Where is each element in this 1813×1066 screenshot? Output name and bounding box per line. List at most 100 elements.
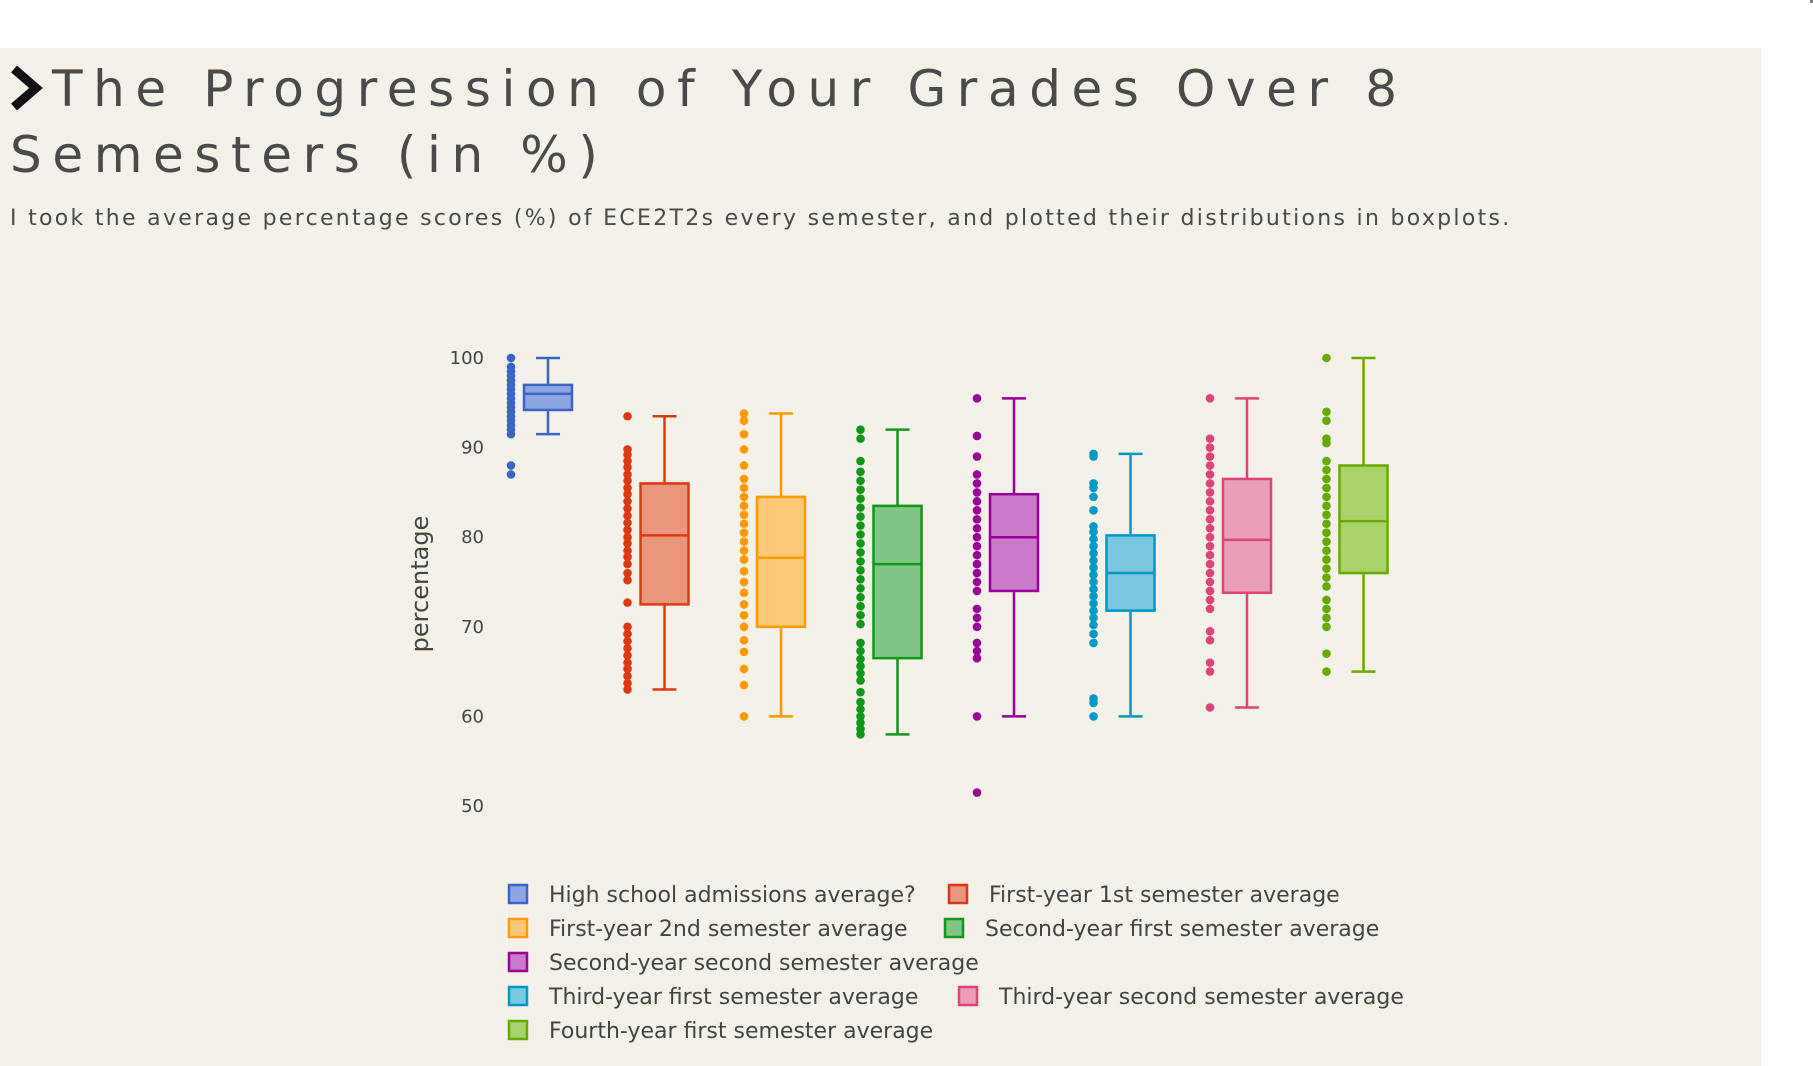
outlier-point xyxy=(739,483,749,493)
legend-item-5[interactable]: Second-year second semester average xyxy=(507,951,979,976)
outlier-point xyxy=(972,586,982,596)
outlier-point xyxy=(1089,449,1098,459)
box-series-7[interactable] xyxy=(1205,394,1273,712)
iqr-box[interactable] xyxy=(1338,464,1389,575)
outlier-point xyxy=(972,532,982,542)
outlier-point xyxy=(623,664,632,674)
outlier-point xyxy=(1322,604,1331,614)
legend-item-3[interactable]: First-year 2nd semester average xyxy=(507,917,908,942)
legend-item-8[interactable]: Fourth-year first semester average xyxy=(507,1019,933,1044)
outlier-point xyxy=(623,651,632,660)
legend-item-2[interactable]: First-year 1st semester average xyxy=(947,883,1340,908)
legend-label: Second-year second semester average xyxy=(549,951,979,976)
outlier-point xyxy=(1089,479,1098,488)
outlier-point xyxy=(1322,582,1331,591)
legend-item-1[interactable]: High school admissions average? xyxy=(507,883,916,908)
outlier-point xyxy=(739,647,749,657)
y-axis-title: percentage xyxy=(406,516,434,653)
outlier-point xyxy=(739,528,749,538)
iqr-box[interactable] xyxy=(639,482,690,606)
box-series-6[interactable] xyxy=(1089,449,1156,721)
outlier-point xyxy=(623,504,632,513)
box-series-4[interactable] xyxy=(856,425,923,739)
outlier-point xyxy=(623,411,632,421)
outlier-point xyxy=(1089,522,1098,531)
legend-swatch xyxy=(507,1019,529,1041)
box-series-2[interactable] xyxy=(623,411,690,694)
outlier-point xyxy=(623,539,632,548)
outlier-point xyxy=(856,669,865,678)
legend-item-4[interactable]: Second-year first semester average xyxy=(943,917,1379,942)
corner-mark xyxy=(1810,0,1813,3)
outlier-point xyxy=(1322,483,1331,493)
outlier-point xyxy=(739,577,749,587)
outlier-point xyxy=(739,445,749,454)
outlier-point xyxy=(972,506,982,515)
y-tick-label: 90 xyxy=(461,438,484,459)
outlier-point xyxy=(1205,568,1215,578)
outlier-point xyxy=(739,610,749,620)
outlier-point xyxy=(623,644,632,653)
outlier-point xyxy=(1089,577,1098,587)
legend-label: Second-year first semester average xyxy=(985,917,1379,942)
outlier-point xyxy=(623,456,632,466)
outlier-point xyxy=(1205,488,1215,497)
outlier-point xyxy=(972,577,982,587)
outlier-point xyxy=(739,664,749,674)
outlier-point xyxy=(1322,649,1331,658)
outlier-point xyxy=(1089,506,1098,515)
outlier-point xyxy=(623,518,632,528)
legend-swatch xyxy=(507,985,529,1007)
outlier-point xyxy=(1089,613,1098,623)
box-series-3[interactable] xyxy=(739,409,807,721)
outlier-point xyxy=(1089,606,1098,615)
outlier-point xyxy=(1205,577,1215,587)
outlier-point xyxy=(739,546,749,555)
box-series-1[interactable] xyxy=(506,353,574,479)
outlier-point xyxy=(1205,658,1215,667)
iqr-box[interactable] xyxy=(522,383,574,412)
outlier-point xyxy=(856,712,865,721)
outlier-point xyxy=(972,788,982,797)
outlier-point xyxy=(1322,537,1331,546)
page-subtitle: I took the average percentage scores (%)… xyxy=(10,206,1512,231)
outlier-point xyxy=(623,511,632,520)
y-tick-label: 60 xyxy=(461,706,484,727)
outlier-point xyxy=(972,452,982,461)
outlier-point xyxy=(1322,407,1331,417)
boxplot-chart[interactable]: percentage 50 60 70 80 90 100 High school admis… xyxy=(0,0,1761,1066)
outlier-point xyxy=(1205,541,1215,551)
outlier-point xyxy=(1205,514,1215,524)
legend-label: First-year 2nd semester average xyxy=(549,917,908,942)
outlier-point xyxy=(1089,694,1098,703)
box-series-8[interactable] xyxy=(1322,353,1389,676)
y-tick-label: 70 xyxy=(461,617,484,638)
outlier-point xyxy=(1205,506,1215,515)
outlier-point xyxy=(1089,492,1098,502)
outlier-point xyxy=(1205,626,1215,636)
iqr-box[interactable] xyxy=(872,504,923,660)
outlier-point xyxy=(739,416,749,426)
outlier-point xyxy=(972,638,982,648)
outlier-point xyxy=(1205,550,1215,560)
outlier-point xyxy=(623,489,632,499)
iqr-box[interactable] xyxy=(755,495,807,629)
iqr-box[interactable] xyxy=(1221,477,1273,595)
outlier-point xyxy=(739,622,749,632)
outlier-point xyxy=(972,470,982,479)
outlier-point xyxy=(856,697,865,707)
outlier-point xyxy=(972,550,982,560)
outlier-point xyxy=(856,539,865,548)
outlier-point xyxy=(739,635,749,645)
legend-swatch xyxy=(507,883,529,905)
outlier-point xyxy=(1205,452,1215,461)
legend-label: First-year 1st semester average xyxy=(989,883,1340,908)
iqr-box[interactable] xyxy=(988,492,1040,593)
outlier-point xyxy=(856,476,865,486)
outlier-point xyxy=(739,474,749,484)
legend-item-7[interactable]: Third-year second semester average xyxy=(957,985,1404,1010)
outlier-point xyxy=(623,678,632,688)
legend-label: Fourth-year first semester average xyxy=(549,1019,933,1044)
box-series-5[interactable] xyxy=(972,394,1040,797)
legend-item-6[interactable]: Third-year first semester average xyxy=(507,985,918,1010)
